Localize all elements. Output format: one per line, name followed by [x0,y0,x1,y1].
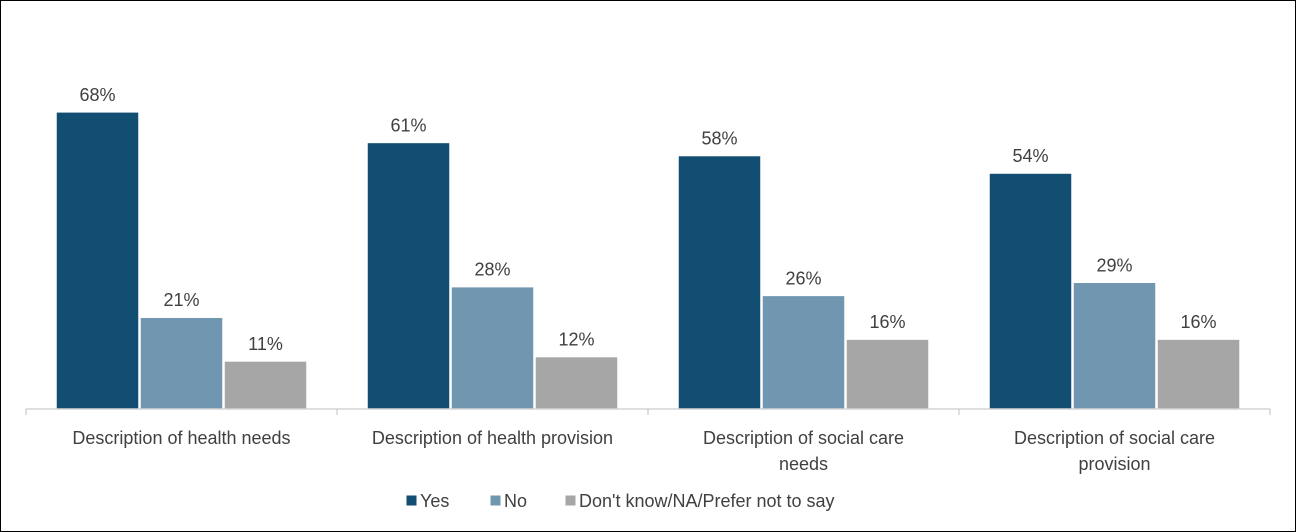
x-axis [25,408,1271,415]
category-label-4: Description of social care provision [1014,428,1215,474]
bar-yes-3 [677,154,762,410]
bar-don-t-know-na-prefer-not-to-say-4 [1156,338,1241,410]
bars-group [55,111,1241,410]
bar-don-t-know-na-prefer-not-to-say-1 [223,360,308,410]
legend-swatch-don-t-know-na-prefer-not-to-say [564,494,577,507]
data-label-yes-2: 61% [390,115,426,135]
category-label-1: Description of health needs [72,428,290,448]
legend-label-don-t-know-na-prefer-not-to-say: Don't know/NA/Prefer not to say [579,491,835,511]
bar-no-1 [139,316,224,410]
bar-no-2 [450,285,535,410]
bar-yes-1 [55,111,140,410]
data-labels-group: 68% 21% 11% 61% 28% 12% 58% 26% 16% 54% 29% 16% [79,85,1216,354]
data-label-yes-1: 68% [79,85,115,105]
legend-label-yes: Yes [420,491,449,511]
legend-swatch-no [489,494,502,507]
legend-swatch-yes [405,494,418,507]
bar-yes-2 [366,141,451,410]
data-label-yes-4: 54% [1012,146,1048,166]
data-label-no-2: 28% [474,260,510,280]
legend-label-no: No [504,491,527,511]
bar-yes-4 [988,172,1073,410]
data-label-don-t-know-na-prefer-not-to-say-1: 11% [248,334,283,354]
data-label-don-t-know-na-prefer-not-to-say-2: 12% [558,330,594,350]
data-label-no-4: 29% [1096,255,1132,275]
bar-don-t-know-na-prefer-not-to-say-2 [534,355,619,410]
data-label-no-3: 26% [785,268,821,288]
category-labels-group: Description of health needs Description o… [72,428,1215,474]
data-label-don-t-know-na-prefer-not-to-say-4: 16% [1180,312,1216,332]
bar-don-t-know-na-prefer-not-to-say-3 [845,338,930,410]
bar-no-4 [1072,281,1157,410]
category-label-3: Description of social care needs [703,428,904,474]
legend: Yes No Don't know/NA/Prefer not to say [405,491,835,511]
bar-no-3 [761,294,846,410]
data-label-no-1: 21% [163,290,199,310]
category-label-2: Description of health provision [372,428,613,448]
data-label-don-t-know-na-prefer-not-to-say-3: 16% [869,312,905,332]
data-label-yes-3: 58% [701,129,737,149]
